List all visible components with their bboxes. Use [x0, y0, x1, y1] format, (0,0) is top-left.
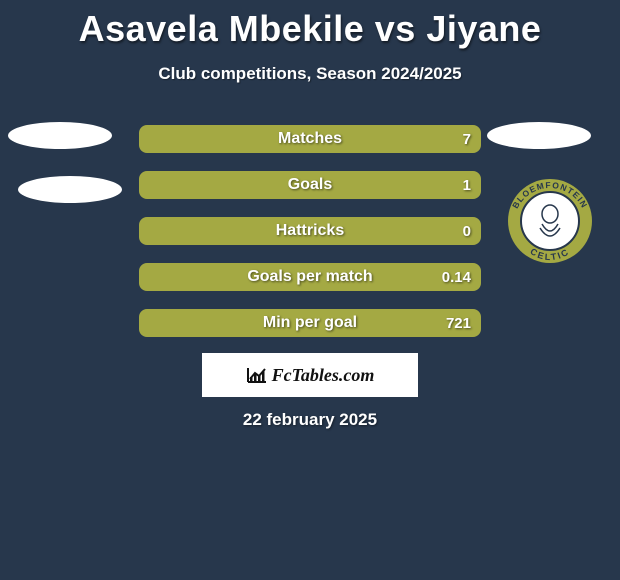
- stat-label: Goals: [139, 176, 481, 194]
- stat-row-gpm: Goals per match 0.14: [139, 263, 481, 291]
- attribution-text: FcTables.com: [272, 365, 375, 386]
- stat-value: 1: [463, 177, 471, 194]
- left-ellipse-1: [8, 122, 112, 149]
- stat-label: Min per goal: [139, 314, 481, 332]
- page-title: Asavela Mbekile vs Jiyane: [0, 0, 620, 50]
- stat-value: 0.14: [442, 269, 471, 286]
- attribution-box: FcTables.com: [202, 353, 418, 397]
- stat-value: 721: [446, 315, 471, 332]
- stat-label: Hattricks: [139, 222, 481, 240]
- chart-icon: [246, 366, 268, 384]
- subtitle: Club competitions, Season 2024/2025: [0, 64, 620, 84]
- stats-panel: Matches 7 Goals 1 Hattricks 0 Goals per …: [139, 125, 481, 355]
- stat-row-mpg: Min per goal 721: [139, 309, 481, 337]
- stat-row-goals: Goals 1: [139, 171, 481, 199]
- stat-value: 0: [463, 223, 471, 240]
- date-line: 22 february 2025: [0, 410, 620, 430]
- right-ellipse-1: [487, 122, 591, 149]
- left-ellipse-2: [18, 176, 122, 203]
- club-badge: BLOEMFONTEIN CELTIC: [500, 178, 600, 264]
- stat-label: Matches: [139, 130, 481, 148]
- stat-value: 7: [463, 131, 471, 148]
- stat-label: Goals per match: [139, 268, 481, 286]
- stat-row-hattricks: Hattricks 0: [139, 217, 481, 245]
- stat-row-matches: Matches 7: [139, 125, 481, 153]
